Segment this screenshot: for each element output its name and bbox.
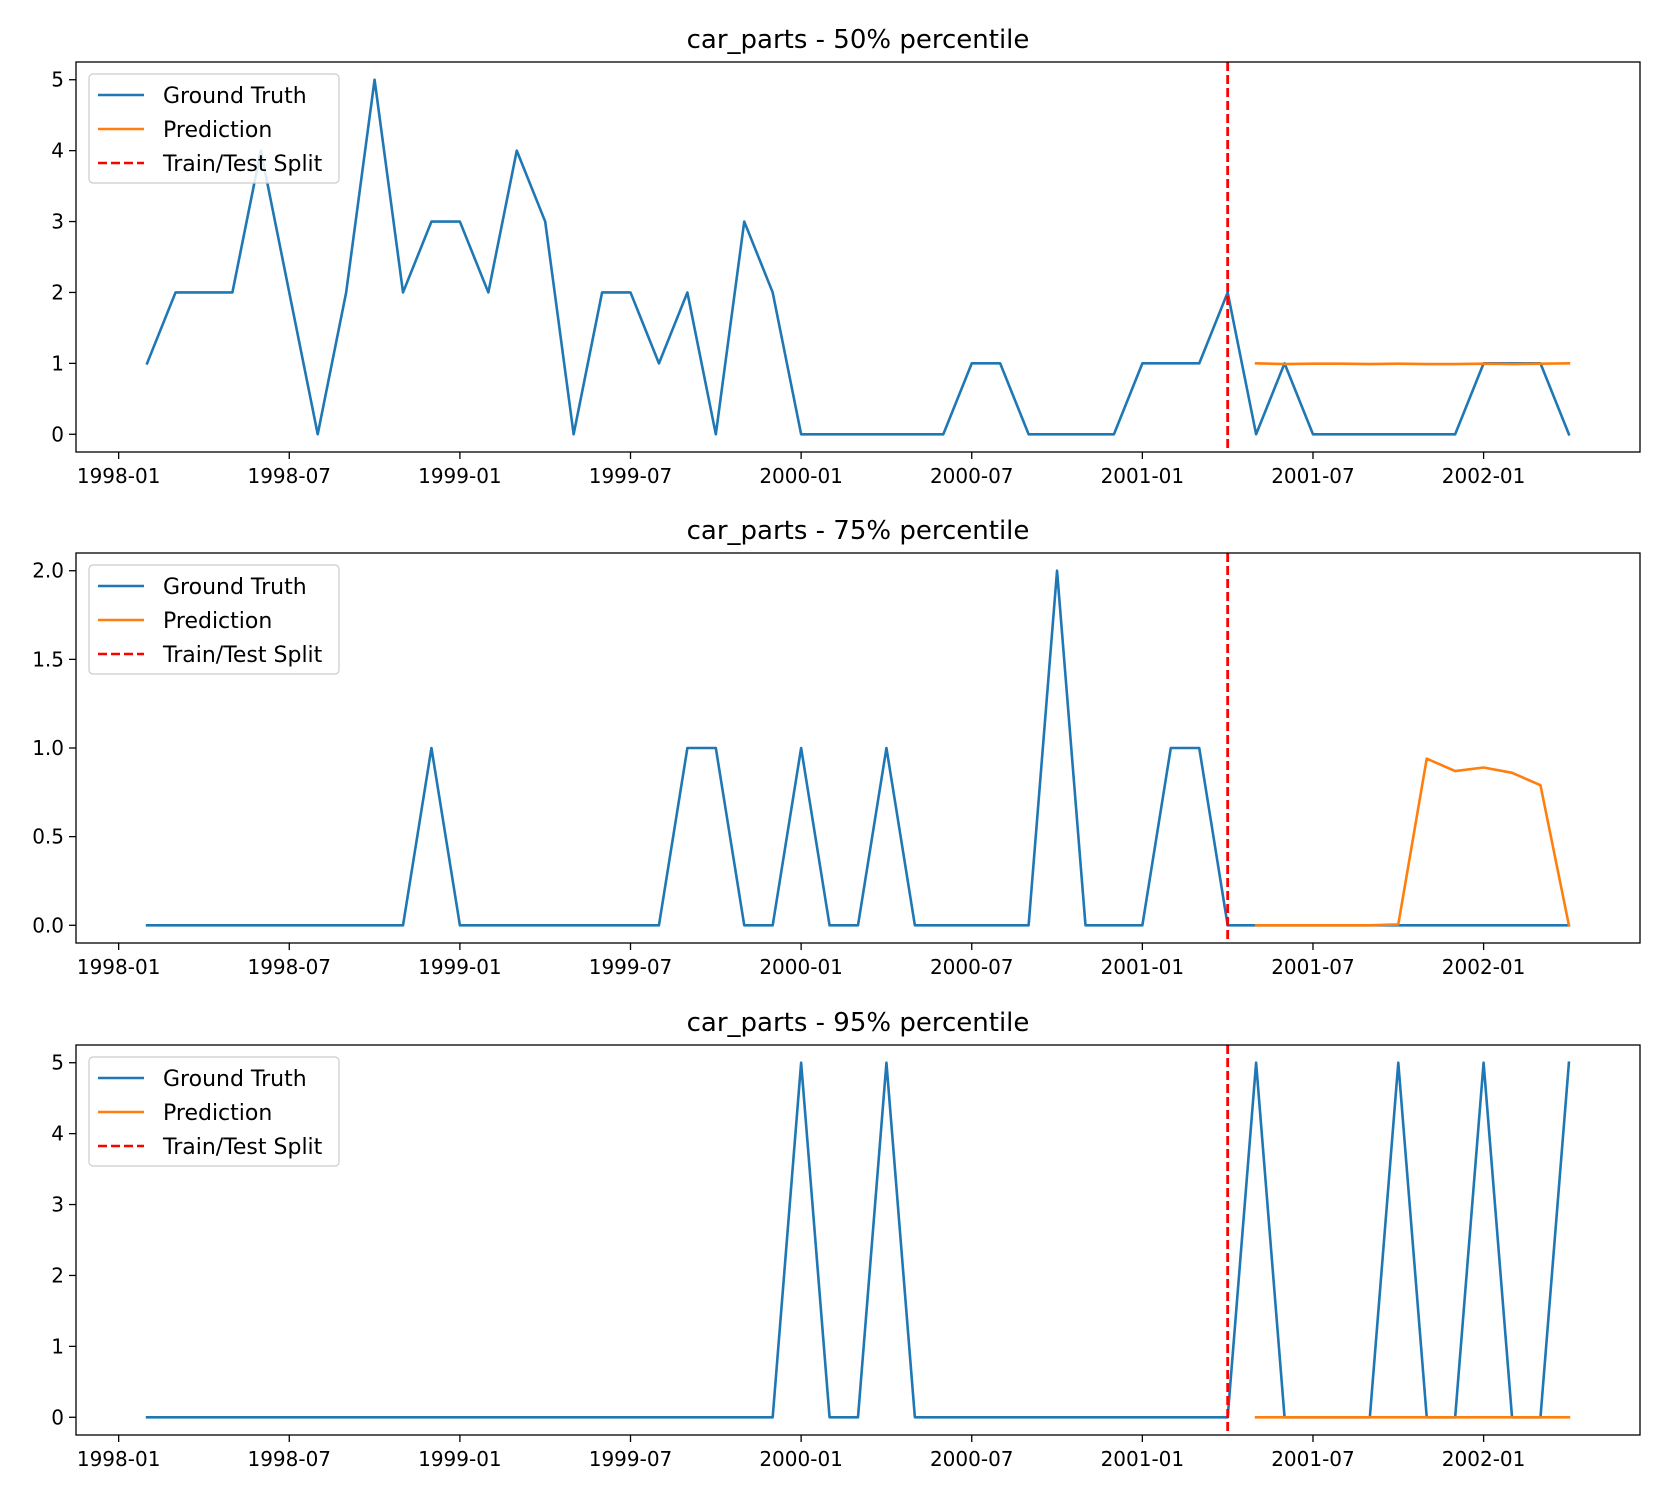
x-tick-label: 1998-07 xyxy=(247,955,331,979)
x-tick-label: 1999-01 xyxy=(418,955,502,979)
ground-truth-line xyxy=(145,78,1571,436)
legend-box xyxy=(88,564,340,675)
x-tick-label: 1999-07 xyxy=(589,464,673,488)
y-tick-label: 5 xyxy=(51,68,64,92)
prediction-line xyxy=(1254,362,1571,366)
x-tick-label: 2000-07 xyxy=(930,1447,1014,1471)
plot-frame xyxy=(75,61,1641,453)
legend: Ground Truth Prediction Train/Test Split xyxy=(88,564,340,675)
x-tick-label: 2001-07 xyxy=(1271,464,1355,488)
y-tick-label: 1.5 xyxy=(32,647,64,671)
y-tick-label: 0.0 xyxy=(32,913,64,937)
x-tick-label: 2000-01 xyxy=(759,955,843,979)
legend-box xyxy=(88,73,340,184)
y-tick-label: 1.0 xyxy=(32,736,64,760)
y-tick-label: 3 xyxy=(51,210,64,234)
x-tick-label: 2001-07 xyxy=(1271,1447,1355,1471)
y-tick-label: 0 xyxy=(51,422,64,446)
ground-truth-line xyxy=(145,569,1571,927)
y-tick-label: 1 xyxy=(51,351,64,375)
x-tick-label: 2001-01 xyxy=(1101,1447,1185,1471)
y-tick-label: 1 xyxy=(51,1334,64,1358)
chart-title: car_parts - 75% percentile xyxy=(687,516,1030,546)
x-tick-label: 1999-01 xyxy=(418,1447,502,1471)
plot-frame xyxy=(75,552,1641,944)
y-tick-label: 0 xyxy=(51,1405,64,1429)
legend-label: Ground Truth xyxy=(163,575,307,600)
legend-label: Ground Truth xyxy=(163,84,307,109)
x-tick-label: 2000-07 xyxy=(930,464,1014,488)
x-tick-label: 1998-01 xyxy=(77,464,161,488)
y-tick-label: 5 xyxy=(51,1051,64,1075)
legend-label: Train/Test Split xyxy=(162,1135,323,1160)
x-tick-label: 1998-07 xyxy=(247,464,331,488)
x-tick-label: 1999-01 xyxy=(418,464,502,488)
x-tick-label: 2000-01 xyxy=(759,1447,843,1471)
x-tick-label: 2000-01 xyxy=(759,464,843,488)
plot-frame xyxy=(75,1044,1641,1436)
legend-label: Prediction xyxy=(163,609,272,634)
y-tick-label: 4 xyxy=(51,139,64,163)
legend-label: Prediction xyxy=(163,118,272,143)
x-tick-label: 1999-07 xyxy=(589,1447,673,1471)
x-tick-label: 1998-01 xyxy=(77,1447,161,1471)
chart-panel-1: car_parts - 50% percentile 0 1 2 3 4 5 1998-01 1… xyxy=(51,25,1641,488)
y-tick-label: 4 xyxy=(51,1122,64,1146)
legend-label: Train/Test Split xyxy=(162,152,323,177)
x-tick-label: 2001-01 xyxy=(1101,464,1185,488)
x-tick-label: 2002-01 xyxy=(1442,955,1526,979)
legend-label: Ground Truth xyxy=(163,1067,307,1092)
chart-panel-2: car_parts - 75% percentile 0.0 0.5 1.0 1.5 2.… xyxy=(32,516,1641,979)
y-tick-label: 2.0 xyxy=(32,559,64,583)
y-tick-label: 2 xyxy=(51,280,64,304)
y-tick-label: 2 xyxy=(51,1263,64,1287)
prediction-line xyxy=(1254,757,1571,927)
legend-box xyxy=(88,1056,340,1167)
x-tick-label: 2002-01 xyxy=(1442,1447,1526,1471)
legend-label: Train/Test Split xyxy=(162,643,323,668)
legend-label: Prediction xyxy=(163,1101,272,1126)
chart-title: car_parts - 50% percentile xyxy=(687,25,1030,55)
legend: Ground Truth Prediction Train/Test Split xyxy=(88,73,340,184)
chart-panel-3: car_parts - 95% percentile 0 1 2 3 4 5 1998-01 1… xyxy=(51,1008,1641,1471)
legend: Ground Truth Prediction Train/Test Split xyxy=(88,1056,340,1167)
x-tick-label: 2000-07 xyxy=(930,955,1014,979)
ground-truth-line xyxy=(145,1061,1571,1419)
y-tick-label: 0.5 xyxy=(32,825,64,849)
x-tick-label: 1998-07 xyxy=(247,1447,331,1471)
y-tick-label: 3 xyxy=(51,1193,64,1217)
x-tick-label: 2001-01 xyxy=(1101,955,1185,979)
x-tick-label: 2002-01 xyxy=(1442,464,1526,488)
x-tick-label: 1999-07 xyxy=(589,955,673,979)
x-tick-label: 1998-01 xyxy=(77,955,161,979)
chart-title: car_parts - 95% percentile xyxy=(687,1008,1030,1038)
x-tick-label: 2001-07 xyxy=(1271,955,1355,979)
